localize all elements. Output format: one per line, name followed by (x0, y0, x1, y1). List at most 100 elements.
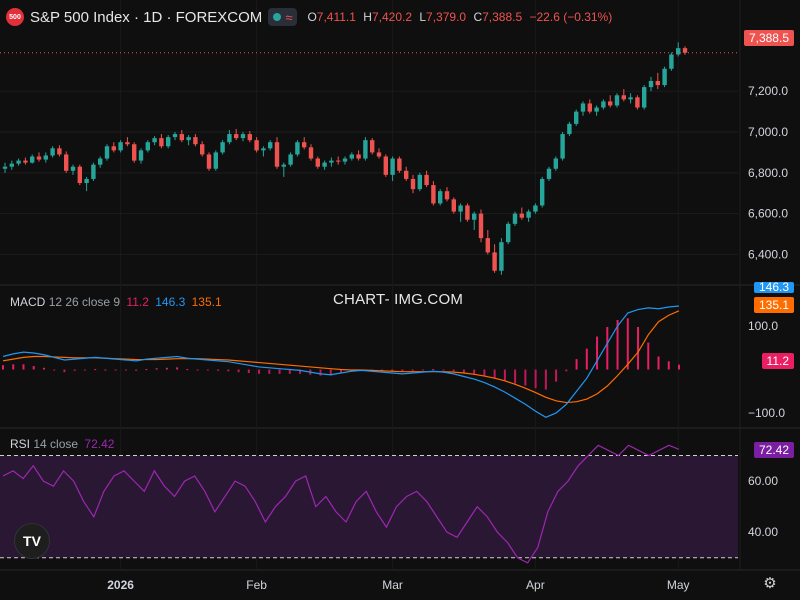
candle-body (30, 156, 35, 163)
macd-axis-label: −100.0 (748, 406, 785, 420)
macd-histogram-bar (155, 368, 158, 370)
candle-body (43, 155, 48, 160)
macd-histogram-bar (12, 364, 15, 370)
macd-pane (2, 305, 680, 418)
candle-body (628, 97, 633, 100)
macd-histogram-bar (104, 369, 107, 371)
candle-body (642, 87, 647, 108)
macd-histogram-bar (319, 369, 322, 376)
rsi-line (2, 444, 680, 564)
macd-histogram-bar (145, 369, 148, 371)
candle-body (540, 178, 545, 206)
candle-body (349, 154, 354, 159)
candle-body (621, 95, 626, 100)
macd-histogram-bar (22, 364, 25, 370)
candle-body (676, 48, 681, 55)
candle-body (308, 147, 314, 159)
price-axis-label: 6,800.0 (748, 166, 788, 180)
candle-body (485, 238, 490, 253)
candle-body (458, 205, 463, 212)
macd-histogram-bar (596, 336, 599, 370)
candle-body (77, 166, 82, 184)
macd-signal-tag: 135.1 (753, 297, 794, 313)
macd-histogram-bar (268, 369, 271, 374)
macd-histogram-bar (411, 369, 414, 371)
candle-body (478, 213, 484, 239)
candle-body (546, 168, 552, 179)
candle-body (526, 211, 531, 218)
candle-body (608, 101, 613, 106)
candle-body (132, 144, 137, 161)
candle-body (16, 160, 21, 164)
open-label: O (307, 10, 317, 24)
macd-histogram-bar (391, 369, 394, 372)
candle-body (444, 191, 450, 200)
macd-histogram-bar (237, 369, 240, 373)
candle-body (356, 154, 361, 159)
macd-histogram-bar (258, 369, 261, 374)
price-candles (0, 42, 738, 275)
macd-histogram-bar (63, 369, 66, 373)
rsi-legend[interactable]: RSI 14 close 72.42 (10, 437, 114, 451)
macd-signal-line (2, 310, 680, 404)
time-axis-label: Mar (382, 578, 403, 592)
candle-body (390, 158, 395, 175)
candle-body (288, 154, 293, 165)
candle-body (580, 103, 586, 112)
settings-gear-icon[interactable]: ⚙ (763, 575, 777, 592)
candle-body (172, 134, 178, 138)
macd-histogram-bar (534, 369, 537, 389)
change-value: −22.6 (−0.31%) (529, 10, 613, 24)
symbol-title[interactable]: S&P 500 Index · 1D · FOREXCOM (30, 8, 263, 26)
high-label: H (363, 10, 372, 24)
candle-body (2, 166, 8, 169)
candle-body (57, 148, 62, 155)
macd-histogram-bar (42, 367, 45, 370)
candle-body (363, 140, 368, 159)
candle-body (295, 142, 300, 155)
candle-body (376, 152, 382, 157)
candle-body (451, 199, 456, 212)
market-status-pill[interactable]: ≈ (268, 8, 298, 26)
macd-histogram-bar (73, 369, 76, 371)
rsi-axis-label: 60.00 (748, 474, 778, 488)
candle-body (682, 48, 688, 53)
candle-body (560, 134, 565, 159)
macd-histogram-bar (278, 369, 281, 374)
wave-icon: ≈ (285, 9, 293, 25)
candle-body (268, 142, 273, 149)
macd-histogram-bar (555, 369, 558, 382)
macd-histogram-bar (217, 369, 220, 371)
macd-hist-tag: 11.2 (761, 353, 794, 369)
macd-histogram-bar (288, 369, 291, 374)
candle-body (111, 146, 116, 151)
last-price-tag: 7,388.5 (743, 30, 794, 46)
rsi-axis-label: 40.00 (748, 525, 778, 539)
candle-body (397, 158, 402, 171)
chart-header: 500 S&P 500 Index · 1D · FOREXCOM ≈ O7,4… (6, 7, 612, 27)
candle-body (125, 142, 130, 145)
rsi-band (0, 455, 738, 558)
macd-legend[interactable]: MACD 12 26 close 9 11.2 146.3 135.1 (10, 295, 222, 309)
axes: 6,400.0 6,600.0 6,800.0 7,000.0 7,200.0 100.0… (107, 84, 788, 592)
macd-params: 12 26 close 9 (48, 295, 121, 309)
candle-body (370, 140, 375, 153)
candle-body (512, 213, 518, 224)
price-axis-label: 6,400.0 (748, 247, 788, 261)
candle-body (574, 111, 579, 124)
candle-body (587, 103, 592, 112)
macd-histogram-bar (462, 369, 465, 374)
macd-histogram-bar (637, 326, 640, 370)
candle-body (614, 95, 620, 106)
macd-histogram-bar (626, 318, 629, 370)
candle-body (302, 142, 307, 148)
macd-histogram-bar (483, 369, 486, 377)
candle-body (84, 178, 89, 184)
candle-body (36, 156, 42, 160)
candle-body (213, 152, 218, 169)
tradingview-logo-icon[interactable]: TV (14, 523, 50, 559)
macd-histogram-bar (135, 369, 138, 371)
candle-body (91, 164, 96, 179)
macd-histogram-bar (432, 369, 435, 371)
